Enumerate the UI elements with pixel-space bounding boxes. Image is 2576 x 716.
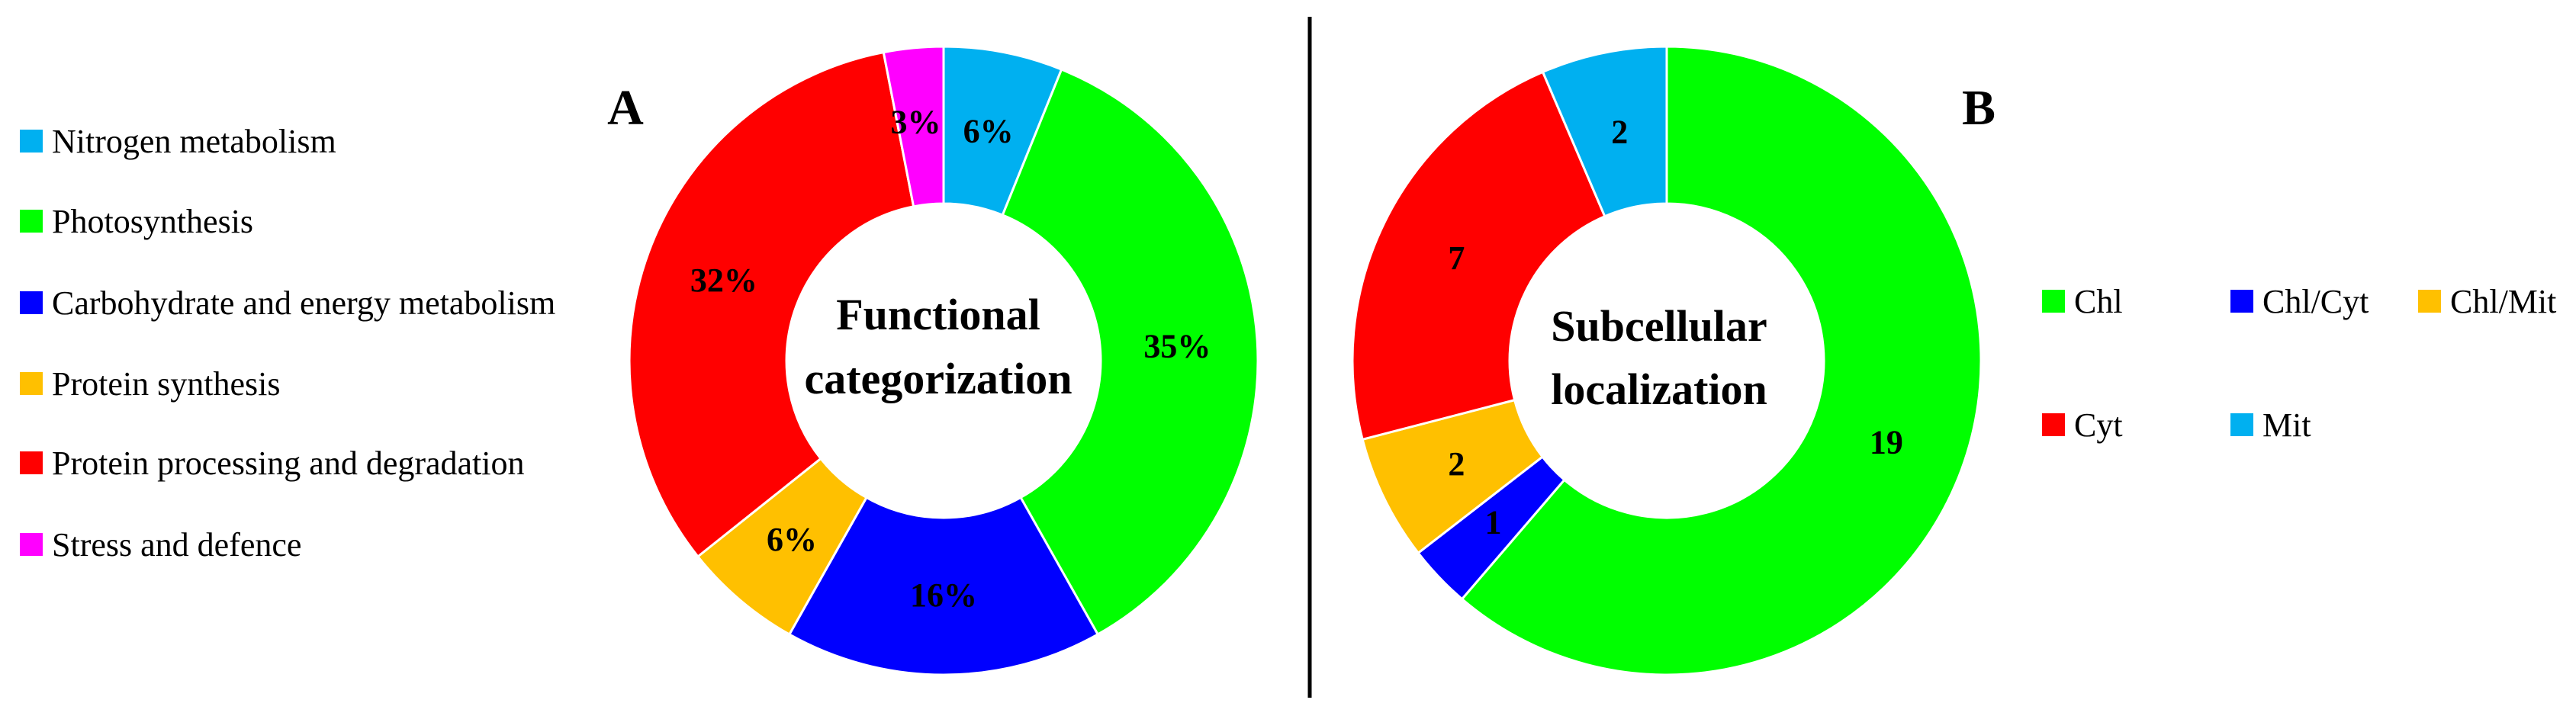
- legend-item-chl: Chl: [2042, 283, 2123, 320]
- legend-label: Photosynthesis: [52, 203, 253, 240]
- legend-swatch: [2042, 290, 2065, 313]
- data-label-mit: 2: [1611, 113, 1628, 150]
- donut-slice-chl: [1460, 45, 1983, 676]
- legend-swatch: [20, 210, 43, 233]
- panel-a: A Nitrogen metabolism Photosynthesis Carbo…: [20, 45, 1259, 676]
- legend-item-stress-and-defence: Stress and defence: [20, 526, 301, 563]
- legend-label: Nitrogen metabolism: [52, 123, 336, 160]
- donut-slice-cyt: [1351, 70, 1606, 441]
- data-label-chl: 19: [1870, 424, 1903, 461]
- legend-swatch: [20, 130, 43, 153]
- legend-swatch: [2042, 413, 2065, 436]
- center-label-line-2: localization: [1551, 364, 1767, 414]
- legend-label: Mit: [2262, 406, 2311, 444]
- legend-swatch: [2230, 290, 2253, 313]
- legend-label: Protein synthesis: [52, 365, 280, 403]
- data-label-chl-mit: 2: [1448, 445, 1465, 483]
- donut-slice-photosynthesis: [1001, 68, 1259, 637]
- legend-label: Stress and defence: [52, 526, 301, 563]
- legend-label: Cyt: [2074, 406, 2123, 444]
- data-label-nitrogen-metabolism: 6%: [963, 113, 1014, 150]
- donut-slice-mit: [1541, 45, 1668, 218]
- center-label-line-2: categorization: [804, 354, 1072, 403]
- legend-swatch: [20, 533, 43, 556]
- center-label-line-1: Functional: [836, 290, 1040, 339]
- legend-item-photosynthesis: Photosynthesis: [20, 203, 253, 240]
- panel-letter-b: B: [1962, 80, 1996, 136]
- legend-a: Nitrogen metabolism Photosynthesis Carbohy…: [20, 123, 555, 563]
- legend-label: Chl/Cyt: [2262, 283, 2369, 320]
- donut-chart-a: 6% 35% 16% 6% 32% 3%: [628, 45, 1259, 676]
- donut-center-label-a: Functional categorization: [804, 290, 1072, 403]
- panel-letter-a: A: [607, 80, 644, 136]
- legend-label: Carbohydrate and energy metabolism: [52, 284, 555, 322]
- legend-item-protein-synthesis: Protein synthesis: [20, 365, 280, 403]
- donut-slice-carbohydrate-and-energy-metabolism: [787, 496, 1100, 676]
- donut-center-label-b: Subcellular localization: [1551, 301, 1767, 414]
- legend-item-nitrogen-metabolism: Nitrogen metabolism: [20, 123, 336, 160]
- center-label-line-1: Subcellular: [1551, 301, 1767, 351]
- legend-item-cyt: Cyt: [2042, 406, 2123, 444]
- legend-swatch: [20, 372, 43, 395]
- legend-item-chl-mit: Chl/Mit: [2418, 283, 2556, 320]
- legend-item-mit: Mit: [2230, 406, 2311, 444]
- data-label-cyt: 7: [1448, 239, 1465, 277]
- legend-label: Chl: [2074, 283, 2123, 320]
- legend-label: Protein processing and degradation: [52, 445, 525, 482]
- legend-item-carbohydrate-and-energy-metabolism: Carbohydrate and energy metabolism: [20, 284, 555, 322]
- data-label-photosynthesis: 35%: [1143, 327, 1211, 364]
- donut-slice-protein-processing-and-degradation: [628, 50, 915, 558]
- legend-swatch: [20, 451, 43, 474]
- legend-b: Chl Chl/Cyt Chl/Mit Cyt Mit: [2042, 283, 2556, 444]
- donut-slice-stress-and-defence: [882, 45, 945, 208]
- legend-swatch: [2230, 413, 2253, 436]
- legend-swatch: [20, 291, 43, 314]
- legend-item-chl-cyt: Chl/Cyt: [2230, 283, 2369, 320]
- legend-label: Chl/Mit: [2450, 283, 2556, 320]
- data-label-protein-synthesis: 6%: [767, 521, 817, 558]
- legend-swatch: [2418, 290, 2441, 313]
- data-label-protein-processing-and-degradation: 32%: [690, 262, 757, 299]
- data-label-stress-and-defence: 3%: [891, 103, 941, 140]
- data-label-carbohydrate-and-energy-metabolism: 16%: [910, 576, 977, 614]
- legend-item-protein-processing-and-degradation: Protein processing and degradation: [20, 445, 525, 482]
- data-label-chl-cyt: 1: [1484, 504, 1501, 541]
